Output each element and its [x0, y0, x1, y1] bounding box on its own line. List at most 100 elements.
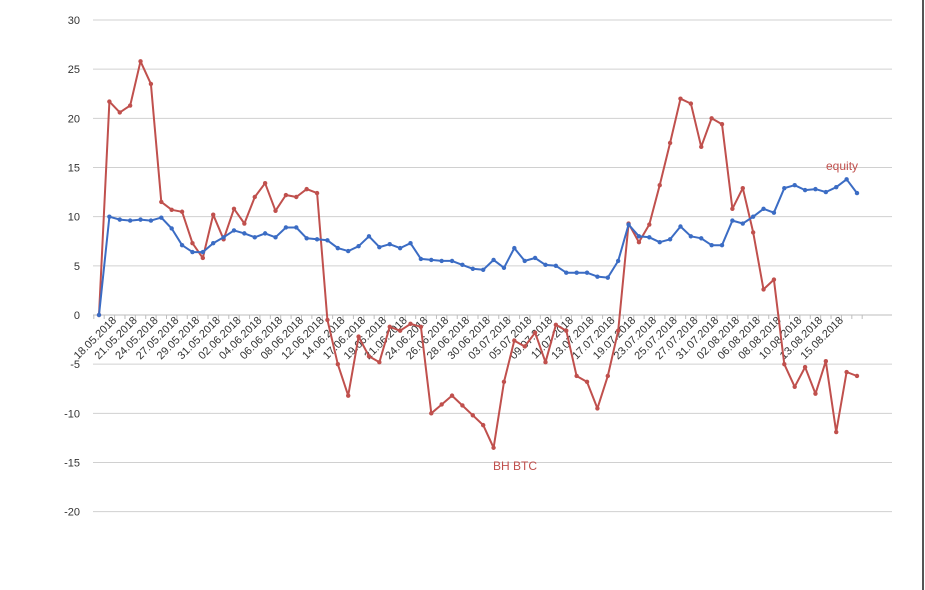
- data-point-bh-btc: [615, 328, 621, 333]
- data-point-equity: [470, 266, 476, 271]
- data-point-bh-btc: [709, 116, 714, 121]
- data-point-equity: [408, 241, 413, 246]
- data-point-bh-btc: [408, 321, 413, 327]
- data-point-bh-btc: [314, 190, 320, 196]
- data-point-bh-btc: [294, 194, 299, 200]
- data-point-equity: [501, 265, 507, 270]
- data-point-equity: [138, 217, 143, 222]
- data-point-equity: [283, 225, 289, 230]
- data-point-equity: [834, 184, 839, 190]
- data-point-bh-btc: [387, 324, 392, 329]
- data-point-bh-btc: [543, 360, 548, 365]
- data-point-bh-btc: [532, 330, 538, 335]
- data-point-bh-btc: [595, 406, 600, 411]
- data-point-equity: [335, 245, 341, 251]
- y-tick-label: 0: [74, 310, 80, 322]
- data-point-bh-btc: [699, 144, 704, 150]
- data-point-bh-btc: [657, 183, 662, 188]
- data-point-bh-btc: [200, 255, 206, 261]
- data-point-bh-btc: [418, 324, 424, 329]
- data-point-equity: [626, 222, 631, 227]
- data-point-bh-btc: [262, 181, 268, 186]
- data-point-bh-btc: [792, 384, 797, 389]
- data-point-equity: [688, 234, 694, 239]
- data-point-equity: [647, 235, 652, 240]
- data-point-bh-btc: [148, 81, 154, 87]
- data-point-bh-btc: [678, 96, 683, 101]
- data-point-equity: [179, 242, 185, 248]
- data-point-equity: [211, 241, 216, 246]
- data-point-bh-btc: [211, 212, 216, 217]
- data-point-equity: [325, 238, 330, 243]
- data-point-bh-btc: [834, 429, 839, 435]
- data-point-equity: [543, 262, 548, 268]
- y-tick-label: -15: [64, 458, 80, 470]
- data-point-equity: [387, 242, 392, 247]
- data-point-bh-btc: [283, 192, 289, 198]
- series-group: [96, 59, 860, 450]
- data-point-equity: [854, 190, 860, 196]
- x-axis: 18.05.201821.05.201824.05.201827.05.2018…: [72, 315, 863, 362]
- data-point-equity: [667, 237, 673, 242]
- series-line-equity: [98, 178, 858, 316]
- data-point-bh-btc: [273, 208, 278, 213]
- data-point-bh-btc: [605, 373, 610, 379]
- data-point-bh-btc: [750, 230, 756, 235]
- data-point-equity: [314, 237, 320, 242]
- data-point-equity: [657, 240, 662, 245]
- data-point-bh-btc: [242, 221, 247, 226]
- data-point-equity: [356, 243, 361, 249]
- data-point-equity: [802, 187, 808, 193]
- data-point-bh-btc: [667, 140, 673, 146]
- data-point-equity: [615, 258, 621, 264]
- data-point-equity: [844, 177, 849, 182]
- data-point-equity: [719, 242, 725, 248]
- window-edge: [922, 0, 924, 590]
- data-point-equity: [429, 257, 434, 263]
- data-point-equity: [532, 255, 538, 261]
- data-point-equity: [439, 258, 444, 264]
- data-point-equity: [169, 226, 174, 231]
- data-point-equity: [740, 221, 745, 226]
- y-tick-label: 30: [68, 15, 80, 27]
- data-point-equity: [346, 248, 351, 254]
- data-point-bh-btc: [719, 122, 725, 127]
- data-point-equity: [377, 244, 382, 250]
- data-point-equity: [418, 256, 424, 262]
- data-point-bh-btc: [470, 413, 476, 418]
- data-point-equity: [96, 312, 102, 318]
- data-point-bh-btc: [854, 373, 860, 379]
- data-point-bh-btc: [730, 206, 735, 211]
- data-point-equity: [159, 215, 164, 220]
- data-point-equity: [107, 214, 112, 219]
- data-point-equity: [564, 270, 569, 275]
- data-point-equity: [127, 218, 133, 223]
- data-point-equity: [761, 206, 766, 211]
- data-point-bh-btc: [377, 360, 382, 365]
- data-point-bh-btc: [574, 373, 579, 379]
- data-point-bh-btc: [252, 194, 257, 200]
- data-point-bh-btc: [397, 328, 403, 333]
- data-point-equity: [117, 217, 122, 222]
- y-tick-label: 20: [68, 113, 80, 125]
- data-point-equity: [823, 189, 829, 195]
- data-point-bh-btc: [335, 361, 341, 367]
- data-point-bh-btc: [844, 369, 849, 375]
- data-point-bh-btc: [190, 241, 195, 246]
- data-point-equity: [782, 185, 787, 191]
- data-point-equity: [605, 275, 610, 280]
- data-point-equity: [190, 249, 195, 255]
- data-point-bh-btc: [325, 317, 330, 323]
- data-point-equity: [231, 228, 237, 233]
- series-line-bh-btc: [98, 60, 858, 449]
- data-point-equity: [636, 234, 642, 239]
- data-point-bh-btc: [512, 338, 517, 343]
- data-point-equity: [792, 183, 797, 188]
- data-point-equity: [366, 234, 372, 239]
- data-point-equity: [200, 249, 206, 255]
- data-point-bh-btc: [802, 364, 808, 370]
- data-point-equity: [262, 231, 268, 236]
- data-point-equity: [242, 231, 247, 236]
- y-tick-label: 10: [68, 212, 80, 224]
- data-point-bh-btc: [366, 354, 372, 359]
